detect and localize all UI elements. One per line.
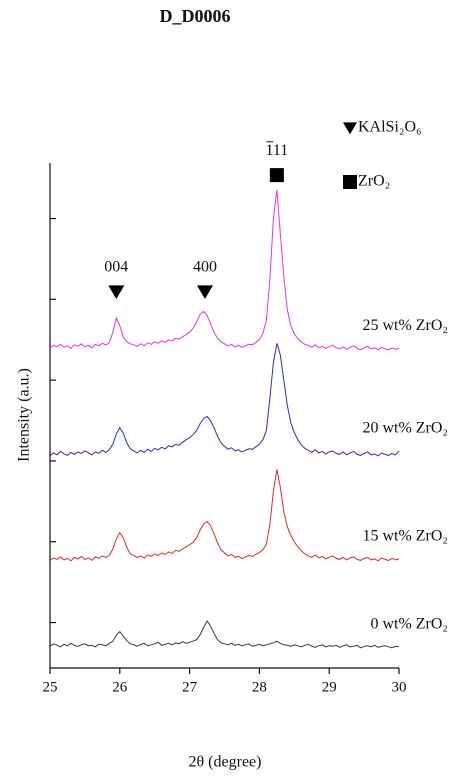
peak-marker [196, 285, 213, 299]
x-tick-label: 25 [43, 679, 58, 695]
legend-label: KAlSi₂O₆ [358, 119, 422, 136]
peak-label: 400 [193, 258, 217, 275]
x-tick-label: 26 [112, 679, 128, 695]
legend-label: ZrO₂ [358, 173, 390, 190]
series-label: 0 wt% ZrO₂ [370, 615, 448, 632]
series-label: 15 wt% ZrO₂ [362, 528, 448, 545]
legend-marker [343, 122, 357, 135]
x-axis-label: 2θ (degree) [189, 754, 262, 771]
series-line [49, 343, 400, 457]
series-line [49, 469, 400, 562]
peak-label: 004 [104, 258, 128, 275]
peak-marker [269, 168, 284, 183]
legend-marker [343, 175, 357, 189]
series-label: 25 wt% ZrO₂ [362, 317, 448, 334]
series-label: 20 wt% ZrO₂ [362, 420, 448, 437]
series-line [49, 189, 400, 351]
x-tick-label: 29 [322, 679, 337, 695]
x-tick-label: 27 [182, 679, 198, 695]
y-axis-label: Intensity (a.u.) [16, 368, 33, 462]
x-tick-label: 30 [392, 679, 407, 695]
peak-marker [108, 285, 125, 299]
x-tick-label: 28 [252, 679, 267, 695]
peak-label: 111 [265, 142, 288, 159]
series-line [49, 620, 400, 649]
chart-title: D_D0006 [160, 6, 231, 26]
